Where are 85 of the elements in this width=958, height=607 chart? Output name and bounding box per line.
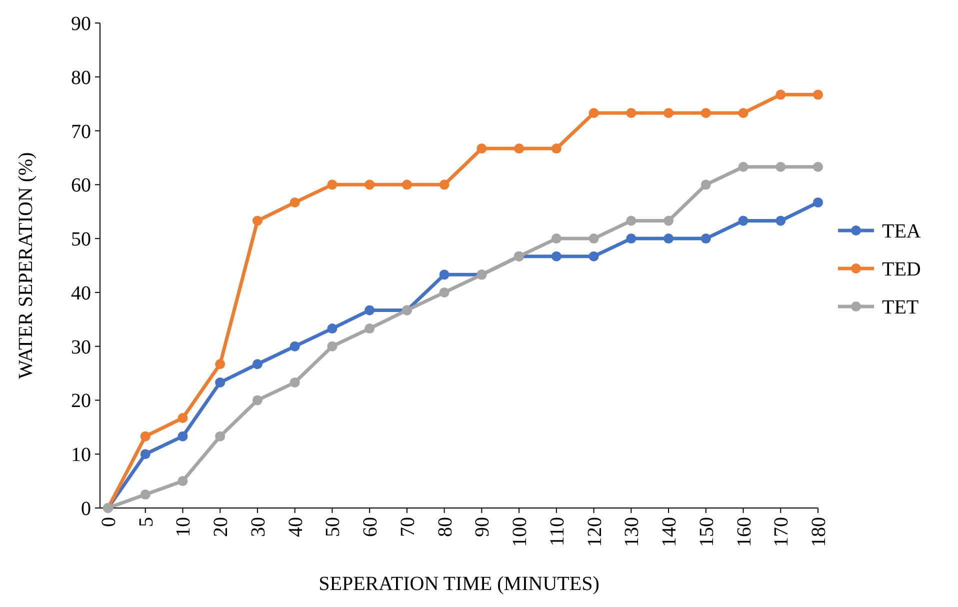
point <box>178 431 188 442</box>
legend-label: TEA <box>882 220 922 242</box>
point <box>776 162 786 172</box>
point <box>738 162 748 172</box>
point <box>439 270 450 280</box>
x-tick-label: 80 <box>434 517 456 537</box>
point <box>252 395 262 406</box>
point <box>439 180 450 190</box>
point <box>215 359 226 370</box>
point <box>551 251 562 262</box>
legend-label: TED <box>882 258 921 280</box>
point <box>626 216 636 226</box>
point <box>327 341 338 352</box>
y-tick-label: 90 <box>71 13 91 35</box>
legend-label: TET <box>882 296 919 318</box>
y-tick-label: 60 <box>71 174 91 197</box>
point <box>813 197 823 208</box>
point <box>252 359 262 370</box>
y-tick-label: 80 <box>71 66 91 89</box>
point <box>551 144 562 154</box>
point <box>813 90 823 100</box>
x-tick-label: 170 <box>770 517 793 547</box>
point <box>364 305 375 316</box>
point <box>290 377 300 388</box>
x-tick-label: 30 <box>247 517 270 537</box>
point <box>776 216 786 226</box>
y-tick-label: 70 <box>71 120 91 143</box>
point <box>252 216 262 226</box>
x-tick-label: 10 <box>172 517 195 537</box>
x-tick-label: 140 <box>658 517 681 547</box>
x-tick-label: 160 <box>733 517 756 547</box>
point <box>290 197 300 208</box>
point <box>290 341 300 352</box>
x-tick-label: 0 <box>98 517 120 527</box>
y-tick-label: 10 <box>71 444 91 466</box>
x-tick-label: 100 <box>509 517 532 547</box>
point <box>215 431 226 442</box>
point <box>514 144 524 154</box>
point <box>738 216 748 226</box>
y-tick-label: 40 <box>71 282 91 304</box>
point <box>700 108 711 118</box>
point <box>738 108 748 118</box>
x-tick-label: 90 <box>472 517 494 537</box>
point <box>439 287 450 298</box>
point <box>327 324 338 334</box>
x-tick-label: 110 <box>546 517 568 546</box>
y-tick-label: 50 <box>71 228 91 251</box>
x-tick-label: 150 <box>696 517 718 547</box>
point <box>140 449 150 460</box>
x-tick-label: 70 <box>396 517 419 537</box>
x-tick-label: 5 <box>135 517 158 527</box>
point <box>140 490 150 500</box>
x-tick-label: 60 <box>360 517 382 537</box>
point <box>664 108 674 118</box>
x-tick-label: 20 <box>210 517 232 537</box>
point <box>476 144 487 154</box>
x-tick-label: 180 <box>808 517 830 547</box>
point <box>327 180 338 190</box>
x-axis-title: SEPERATION TIME (MINUTES) <box>318 573 600 595</box>
point <box>178 413 188 424</box>
y-tick-label: 30 <box>71 336 91 358</box>
point <box>140 431 150 442</box>
y-axis-title: WATER SEPERATION (%) <box>15 152 37 379</box>
point <box>588 234 599 244</box>
point <box>588 251 599 262</box>
x-tick-label: 50 <box>322 517 344 537</box>
point <box>402 180 412 190</box>
point <box>364 180 375 190</box>
point <box>551 234 562 244</box>
point <box>664 234 674 244</box>
point <box>215 377 226 388</box>
point <box>700 180 711 190</box>
point <box>664 216 674 226</box>
x-tick-label: 40 <box>284 517 307 537</box>
point <box>364 324 375 334</box>
point <box>626 234 636 244</box>
point <box>776 90 786 100</box>
point <box>588 108 599 118</box>
point <box>700 234 711 244</box>
point <box>813 162 823 172</box>
point <box>178 476 188 486</box>
y-tick-label: 20 <box>71 390 91 412</box>
x-tick-label: 130 <box>621 517 644 547</box>
point <box>626 108 636 118</box>
x-tick-label: 120 <box>584 517 606 547</box>
